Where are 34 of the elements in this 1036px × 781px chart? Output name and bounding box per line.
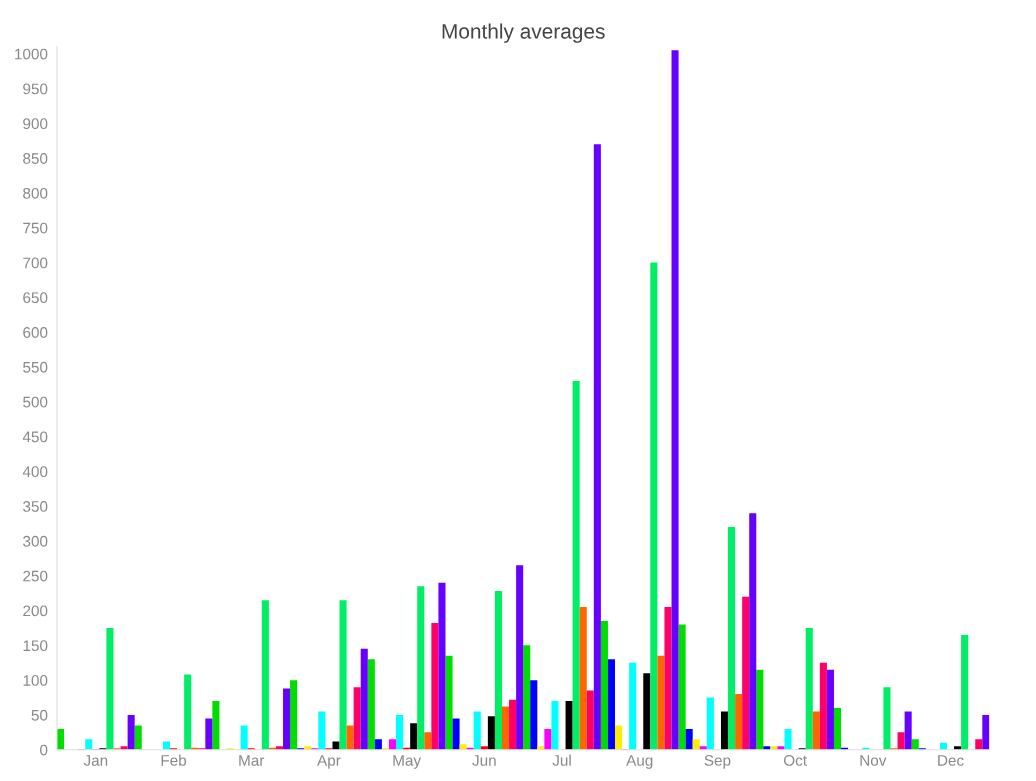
x-tick-label: Aug (626, 755, 653, 769)
x-tick-label: Oct (783, 755, 807, 766)
y-tick-label: 0 (40, 744, 48, 756)
y-tick-label: 250 (23, 570, 48, 582)
x-tick-label: Dec (938, 755, 964, 766)
y-tick-label: 150 (23, 640, 48, 652)
y-tick-label: 500 (23, 396, 48, 408)
y-tick-label: 450 (22, 431, 48, 443)
y-tick-label: 750 (23, 222, 48, 234)
x-tick-label: Jan (83, 755, 108, 766)
y-tick-label: 400 (22, 466, 48, 478)
y-tick-label: 50 (31, 709, 48, 721)
y-tick-label: 700 (23, 257, 48, 269)
x-tick-label: Sep (704, 755, 731, 769)
x-tick-label: May (393, 755, 422, 769)
x-tick-label: Jun (472, 755, 496, 766)
x-tick-label: Jul (552, 754, 571, 766)
y-tick-label: 800 (23, 187, 48, 199)
y-tick-label: 200 (23, 605, 48, 617)
y-tick-label: 350 (23, 501, 48, 512)
y-tick-label: 650 (23, 292, 48, 304)
y-tick-label: 850 (23, 153, 48, 164)
y-tick-label: 600 (23, 327, 48, 338)
chart-title: Monthly averages (442, 23, 605, 43)
y-tick-label: 300 (23, 535, 48, 547)
x-tick-label: Apr (317, 755, 341, 769)
y-tick-label: 1000 (15, 48, 48, 60)
y-tick-label: 550 (23, 361, 48, 373)
y-tick-label: 950 (23, 83, 48, 95)
y-tick-label: 900 (23, 118, 48, 130)
x-tick-label: Feb (161, 754, 187, 766)
x-tick-label: Mar (239, 755, 265, 766)
y-tick-label: 100 (23, 675, 48, 686)
x-tick-label: Nov (860, 755, 887, 766)
